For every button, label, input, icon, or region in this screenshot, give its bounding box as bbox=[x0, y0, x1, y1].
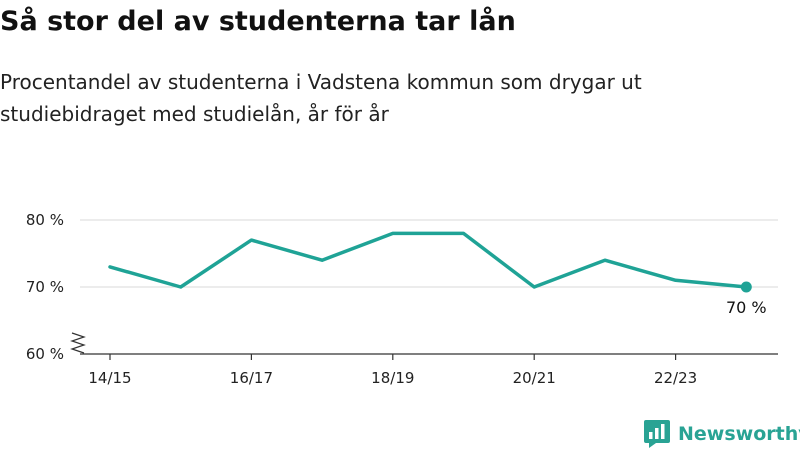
newsworthy-brand: Newsworthy bbox=[644, 419, 800, 449]
x-tick-label: 22/23 bbox=[654, 369, 697, 387]
y-tick-label: 70 % bbox=[26, 278, 64, 296]
end-value-label: 70 % bbox=[726, 298, 767, 317]
axis-break-icon bbox=[70, 332, 86, 354]
series-line bbox=[108, 231, 749, 289]
x-tick-label: 16/17 bbox=[230, 369, 273, 387]
brand-name: Newsworthy bbox=[678, 423, 800, 445]
y-tick-label: 60 % bbox=[26, 345, 64, 363]
y-tick-label: 80 % bbox=[26, 211, 64, 229]
x-tick-label: 20/21 bbox=[513, 369, 556, 387]
chart-title: Så stor del av studenterna tar lån bbox=[0, 6, 516, 37]
x-tick-label: 18/19 bbox=[371, 369, 414, 387]
end-point-marker bbox=[740, 281, 752, 293]
newsworthy-logo-icon bbox=[644, 420, 670, 448]
x-tick-label: 14/15 bbox=[88, 369, 131, 387]
chart-subtitle: Procentandel av studenterna i Vadstena k… bbox=[0, 70, 642, 126]
